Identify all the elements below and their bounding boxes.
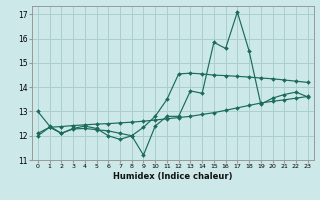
X-axis label: Humidex (Indice chaleur): Humidex (Indice chaleur) — [113, 172, 233, 181]
